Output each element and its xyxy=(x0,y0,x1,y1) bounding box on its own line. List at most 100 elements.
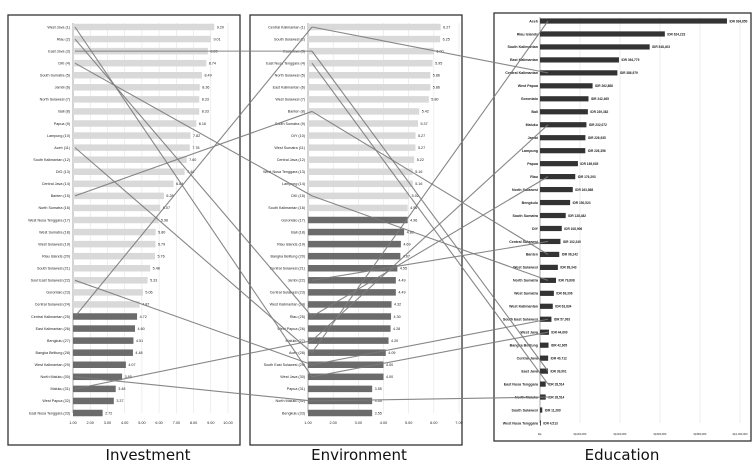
bar xyxy=(308,252,401,260)
value-label: IDR 57,093 xyxy=(554,318,570,322)
category-label: Central Sulawesi xyxy=(509,240,538,244)
bar xyxy=(308,228,405,236)
bar xyxy=(73,180,174,188)
value-label: 8.74 xyxy=(209,61,216,65)
bar xyxy=(308,168,413,175)
category-label: Banten xyxy=(526,253,538,257)
value-label: 4.49 xyxy=(398,279,405,283)
value-label: 5.37 xyxy=(420,122,427,126)
category-label: North Maluku (32) xyxy=(275,399,305,403)
category-label: East Kalimantan (26) xyxy=(36,327,70,331)
category-label: Maluku (27) xyxy=(286,339,305,343)
value-label: IDR 28,514 xyxy=(548,395,564,399)
value-label: 4.82 xyxy=(407,230,414,234)
connector-line xyxy=(74,340,313,390)
category-label: West Sumatra (11) xyxy=(274,146,305,150)
tick-label: 5.00 xyxy=(138,421,145,425)
tick-label: 3.00 xyxy=(355,421,362,425)
tick-label: Rp1,000,000 xyxy=(733,432,748,436)
bar xyxy=(540,31,665,37)
value-label: IDR 128,482 xyxy=(568,214,586,218)
category-label: South Sulawesi xyxy=(511,408,538,412)
bar xyxy=(308,325,391,332)
bar xyxy=(73,313,138,320)
category-label: South Sumatra xyxy=(512,214,539,218)
value-label: IDR 150,524 xyxy=(573,201,591,205)
category-label: Lampung (10) xyxy=(47,134,70,138)
category-label: Riau (2) xyxy=(57,37,70,41)
value-label: 4.28 xyxy=(393,327,400,331)
bar xyxy=(73,240,156,248)
value-label: IDR 226,935 xyxy=(588,136,606,140)
category-label: DIG (13) xyxy=(56,170,70,174)
value-label: 5.86 xyxy=(433,86,440,90)
connector-line xyxy=(311,124,549,342)
bar xyxy=(540,264,558,270)
category-label: Maluku xyxy=(526,123,538,127)
bar xyxy=(73,373,123,381)
value-label: 3.55 xyxy=(375,387,382,391)
tick-label: 2.00 xyxy=(329,421,336,425)
bar xyxy=(308,277,396,284)
tick-label: Rp800,000 xyxy=(694,432,707,436)
category-label: South East Sulawesi (29) xyxy=(264,363,305,367)
panel-education: Rp- Rp200,000 Rp400,000 Rp600,000 Rp800,000 R… xyxy=(493,12,752,442)
category-label: West Sumatra xyxy=(514,292,539,296)
bar xyxy=(540,381,546,387)
bar xyxy=(308,47,434,55)
category-label: North Sulawesi (5) xyxy=(275,74,305,78)
category-label: DIY (10) xyxy=(291,134,305,138)
category-label: Riau Islands (20) xyxy=(42,254,70,258)
value-label: 8.16 xyxy=(199,122,206,126)
caption-education: Education xyxy=(584,446,660,464)
value-label: IDR 96,242 xyxy=(562,253,578,257)
tick-label: 10.00 xyxy=(223,421,233,425)
category-label: West Nusa Tenggara xyxy=(503,421,539,425)
value-label: 4.96 xyxy=(410,206,417,210)
value-label: 5.86 xyxy=(433,74,440,78)
bar xyxy=(540,83,593,89)
bar xyxy=(540,420,541,426)
value-label: IDR 102,249 xyxy=(563,240,581,244)
value-label: 5.48 xyxy=(153,267,160,271)
category-label: South East Sulawesi xyxy=(503,318,538,322)
bar xyxy=(540,18,727,24)
category-label: Jambi (22) xyxy=(288,279,305,283)
bar xyxy=(540,44,650,50)
category-label: Riau Islands xyxy=(517,32,538,36)
value-label: IDR 934,850 xyxy=(729,19,747,23)
bar xyxy=(308,373,384,381)
category-label: Aceh (11) xyxy=(54,146,70,150)
value-label: 6.84 xyxy=(176,182,183,186)
category-label: Gorontalo xyxy=(521,97,539,101)
value-label: 5.76 xyxy=(157,254,164,258)
tick-label: 6.00 xyxy=(155,421,162,425)
value-label: 4.87 xyxy=(142,303,149,307)
caption-investment: Investment xyxy=(105,446,191,464)
bar xyxy=(73,265,151,272)
category-label: West Sulawesi (7) xyxy=(275,98,305,102)
panel-environment: 1.00 2.00 3.00 4.00 5.00 6.00 7.00 Central Kali… xyxy=(249,14,463,446)
tick-label: 2.00 xyxy=(87,421,94,425)
category-label: Riau xyxy=(530,175,538,179)
value-label: 7.60 xyxy=(189,158,196,162)
value-label: 5.22 xyxy=(417,158,424,162)
connector-line xyxy=(74,279,313,366)
category-label: DKI (4) xyxy=(58,61,70,65)
value-label: 5.27 xyxy=(418,146,425,150)
bar xyxy=(308,23,441,31)
bar xyxy=(73,59,207,67)
connector-line xyxy=(311,26,549,74)
category-label: West Java (30) xyxy=(280,375,305,379)
bar xyxy=(540,407,543,413)
category-label: North Sumatra xyxy=(513,279,539,283)
value-label: 4.60 xyxy=(138,327,145,331)
value-label: 4.20 xyxy=(391,339,398,343)
category-label: West Kalimantan xyxy=(509,305,538,309)
connector-line xyxy=(311,176,549,317)
value-label: IDR 79,898 xyxy=(558,279,574,283)
category-label: West Nusa Tenggara (17) xyxy=(28,218,70,222)
category-label: Bangka Belitung xyxy=(510,343,538,347)
category-label: West Papua (26) xyxy=(277,327,305,331)
value-label: 5.27 xyxy=(418,134,425,138)
